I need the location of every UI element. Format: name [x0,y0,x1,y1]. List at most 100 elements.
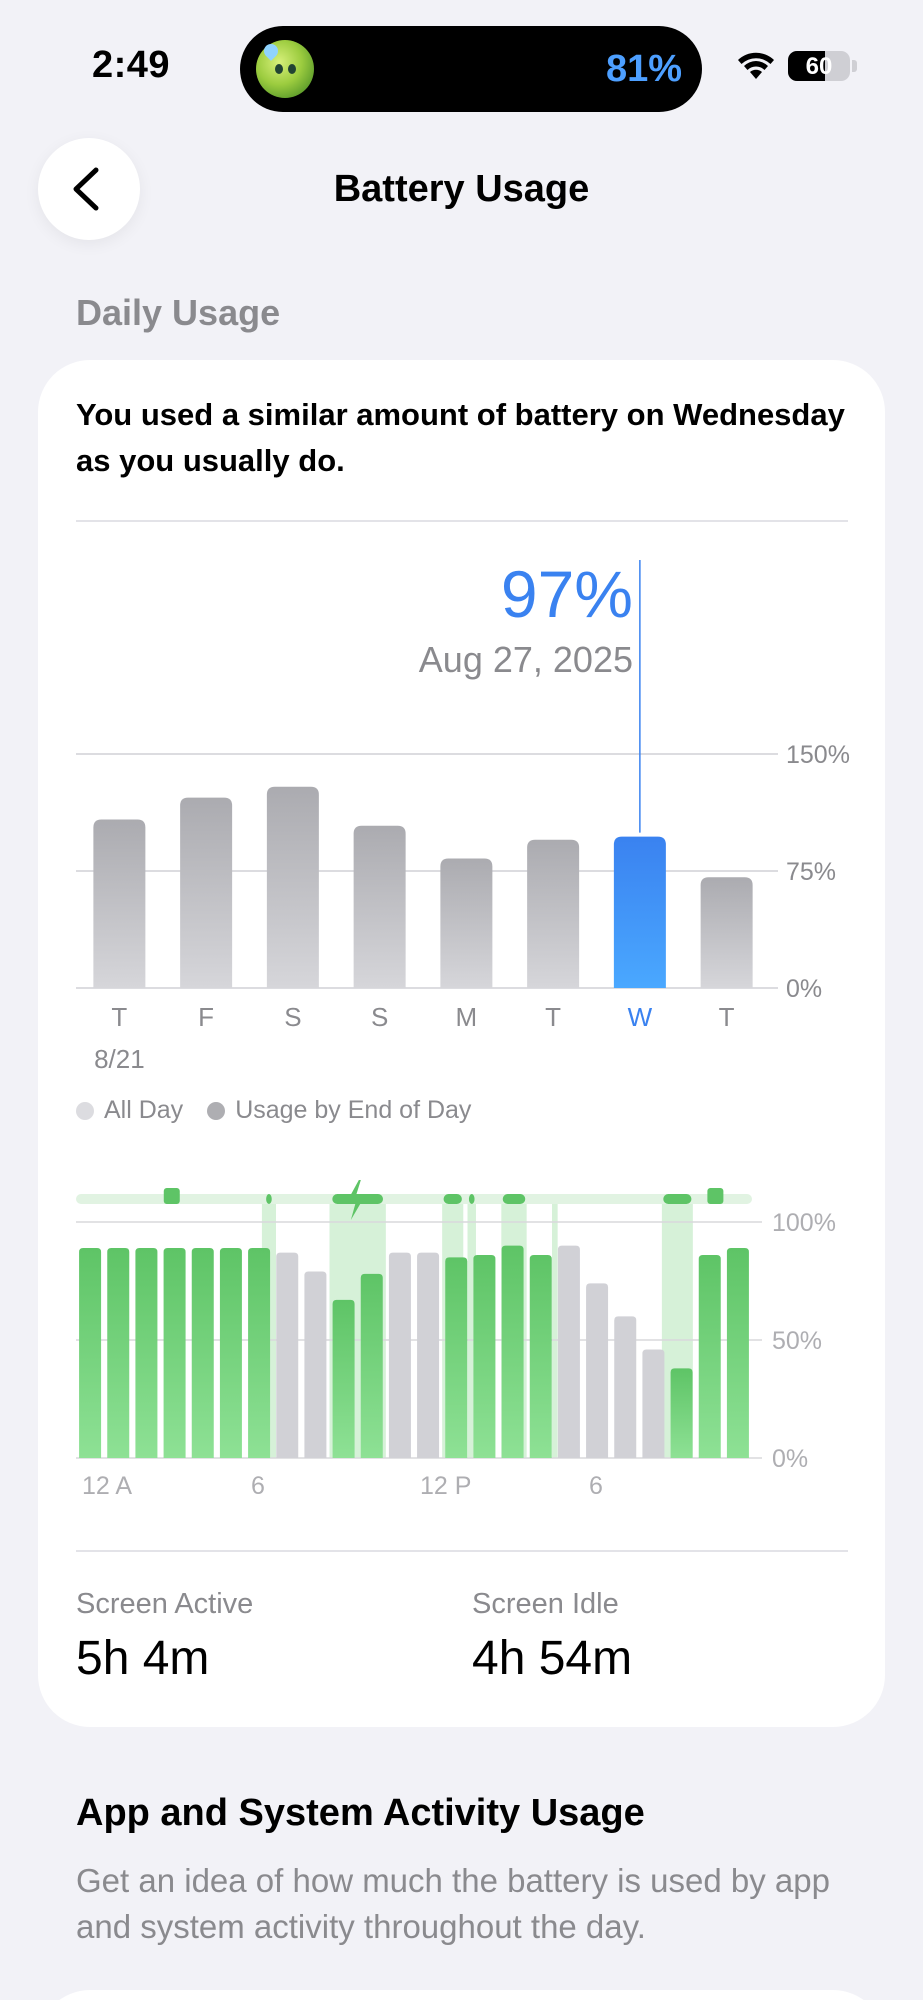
back-button[interactable] [38,138,140,240]
legend-all-day-dot [76,1101,94,1120]
battery-level: 60 [805,53,833,80]
x-tick-label: M [456,1002,478,1032]
battery-level-bar [473,1255,496,1458]
battery-level-bar [107,1247,130,1458]
screen-active-value: 5h 4m [76,1632,210,1685]
battery-level-bar [135,1247,158,1458]
charging-band [501,1196,527,1458]
battery-level-bar [642,1349,665,1458]
island-battery-percent: 81% [605,48,682,90]
battery-level-bar [417,1252,440,1458]
y-tick-label: 100% [772,1209,836,1237]
screen-idle-stat: Screen Idle 4h 54m [472,1588,632,1686]
daily-bar [266,786,319,988]
y-tick-label: 50% [772,1327,822,1355]
daily-bar [93,819,146,988]
battery-level-bar [304,1271,327,1458]
daily-usage-card: You used a similar amount of battery on … [38,360,885,1727]
selected-day-value: 97% [500,557,633,631]
daily-bar [700,877,753,988]
x-tick-label: 12 P [420,1472,471,1500]
x-tick-label: F [198,1002,214,1032]
battery-level-bar [586,1283,609,1458]
daily-bar [180,797,233,988]
battery-level-bar [360,1273,383,1458]
battery-level-bar [191,1247,214,1458]
charging-marker [163,1188,180,1204]
divider [76,520,848,522]
legend-end-of-day-label: Usage by End of Day [235,1096,472,1124]
x-tick-label: 6 [589,1472,603,1500]
charging-band [552,1196,558,1458]
y-tick-label: 0% [772,1445,808,1473]
screen-idle-label: Screen Idle [472,1588,619,1620]
battery-level-bar [79,1247,102,1458]
battery-level-bar [501,1245,524,1458]
charging-segment [468,1194,475,1204]
screen-idle-value: 4h 54m [472,1632,633,1685]
y-tick-label: 0% [786,975,822,1003]
y-tick-label: 75% [786,858,836,886]
avatar-icon [256,40,314,98]
charging-segment [332,1194,384,1204]
charging-band [467,1196,476,1458]
chevron-left-icon [73,167,99,211]
battery-level-bar [726,1247,749,1458]
lightning-icon [346,1180,365,1220]
app-activity-card [38,1990,885,2000]
charging-band [442,1196,464,1458]
battery-level-bar [219,1247,242,1458]
x-tick-label: S [284,1002,301,1032]
charging-track [76,1194,752,1204]
battery-level-bar [614,1316,637,1458]
section-description-app-activity: Get an idea of how much the battery is u… [76,1862,830,1945]
selected-day-date: Aug 27, 2025 [418,639,633,680]
battery-level-bar [445,1257,468,1458]
section-header-daily-usage: Daily Usage [76,292,281,333]
chart-legend: All Day Usage by End of Day [76,1096,471,1125]
charging-band [329,1196,386,1458]
daily-bar [613,836,666,988]
charging-segment [663,1194,692,1204]
legend-end-of-day[interactable]: Usage by End of Day [207,1096,471,1125]
battery-icon: 60 [788,51,850,81]
legend-all-day[interactable]: All Day [76,1096,183,1125]
battery-level-bar [698,1255,721,1458]
section-title-app-activity: App and System Activity Usage [76,1792,645,1834]
daily-bar [440,858,493,988]
charging-band [261,1196,276,1458]
x-tick-label: 12 A [82,1472,132,1500]
x-tick-label: W [628,1002,653,1032]
status-time: 2:49 [92,44,171,86]
x-tick-label: T [545,1002,561,1032]
x-tick-sublabel: 8/21 [94,1044,145,1074]
status-bar: 2:49 81% 60 [0,0,923,120]
y-tick-label: 150% [786,741,850,769]
battery-level-bar [529,1255,552,1458]
dynamic-island[interactable]: 81% [240,26,702,112]
legend-all-day-label: All Day [104,1096,184,1124]
daily-bar [527,839,580,988]
battery-nub [852,60,857,72]
charging-segment [502,1194,526,1204]
battery-level-bar [248,1247,271,1458]
x-tick-label: T [111,1002,127,1032]
battery-level-bar [557,1245,580,1458]
screen-active-label: Screen Active [76,1588,254,1620]
battery-level-bar [670,1368,693,1458]
daily-usage-chart[interactable]: 150% 75% 0% T 8/21 F S S M T W T [38,360,885,1080]
battery-level-bar [332,1299,355,1458]
wifi-icon [738,52,774,79]
divider [76,1550,848,1552]
usage-summary-message: You used a similar amount of battery on … [76,397,845,478]
charging-band [661,1196,693,1458]
battery-level-bar [276,1252,299,1458]
page-title: Battery Usage [333,168,590,210]
x-tick-label: 6 [251,1472,265,1500]
daily-bar [353,825,406,988]
charging-marker [707,1188,724,1204]
x-tick-label: T [719,1002,735,1032]
charging-segment [443,1194,462,1204]
battery-level-bar [163,1247,186,1458]
charging-segment [266,1194,272,1204]
